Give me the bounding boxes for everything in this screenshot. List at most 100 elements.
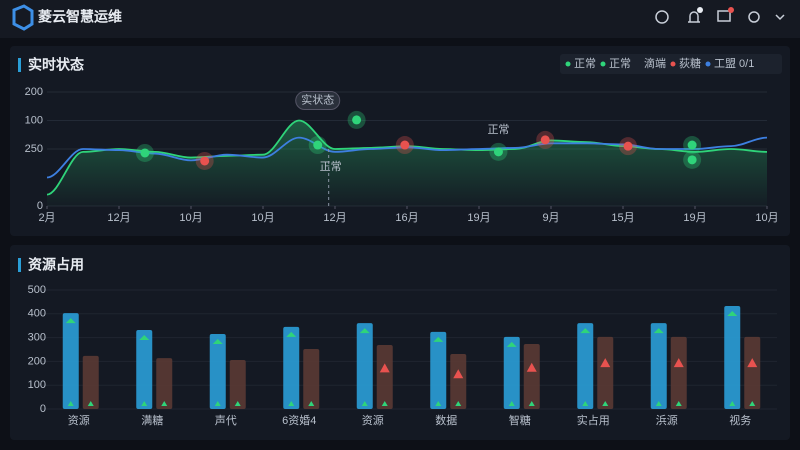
marker: [653, 328, 664, 334]
marker: [234, 401, 241, 406]
point: [687, 155, 697, 165]
bar: [303, 349, 320, 409]
legend-label: 正常: [609, 57, 631, 70]
marker: [361, 401, 368, 406]
bell-icon[interactable]: [688, 11, 700, 23]
marker: [455, 401, 462, 406]
title-accent: [18, 58, 21, 72]
marker: [139, 334, 150, 340]
marker: [433, 336, 444, 342]
x-tick-label: 16月: [395, 212, 418, 224]
legend-swatch: [565, 61, 571, 67]
point: [540, 135, 550, 145]
x-tick-label: 资源: [68, 413, 90, 427]
badge: [728, 7, 734, 13]
x-tick-label: 视务: [729, 413, 751, 427]
marker: [286, 331, 297, 337]
settings-icon[interactable]: [748, 11, 760, 23]
bar: [283, 326, 300, 409]
dropdown-icon[interactable]: [775, 14, 785, 21]
bar: [209, 334, 226, 409]
bar: [450, 354, 467, 409]
legend-label: 荻糖: [679, 56, 701, 70]
bar: [503, 336, 520, 409]
bar: [156, 358, 173, 409]
y-tick-label: 250: [25, 143, 43, 155]
point: [493, 147, 503, 157]
x-tick-label: 资源: [362, 413, 384, 427]
marker: [655, 401, 662, 406]
marker: [747, 358, 758, 368]
bar: [523, 344, 540, 409]
x-tick-label: 10月: [755, 212, 778, 224]
y-tick-label: 100: [25, 114, 43, 126]
marker: [675, 401, 682, 406]
marker: [526, 362, 537, 372]
legend-label: 滴端: [644, 56, 666, 70]
bar: [136, 329, 153, 409]
x-tick-label: 19月: [683, 212, 706, 224]
title-accent: [18, 258, 21, 272]
point: [140, 148, 150, 158]
marker: [214, 401, 221, 406]
x-tick-label: 满糖: [141, 413, 163, 427]
y-tick-label: 200: [25, 86, 43, 98]
marker: [288, 401, 295, 406]
bar: [650, 323, 667, 409]
legend-label: 正常: [574, 57, 596, 70]
marker: [453, 369, 464, 379]
panel-title: 资源占用: [28, 257, 84, 273]
marker: [141, 401, 148, 406]
panel: [10, 245, 790, 440]
x-tick-label: 实占用: [577, 413, 610, 427]
marker: [212, 339, 223, 345]
marker: [308, 401, 315, 406]
monitor-icon[interactable]: [717, 10, 731, 22]
x-tick-label: 15月: [611, 212, 634, 224]
marker: [528, 401, 535, 406]
bar: [724, 305, 741, 409]
bar: [577, 323, 594, 409]
y-tick-label: 100: [28, 379, 46, 391]
x-tick-label: 12月: [107, 212, 130, 224]
y-tick-label: 200: [28, 355, 46, 367]
x-tick-label: 浜源: [656, 413, 678, 427]
y-tick-label: 300: [28, 332, 46, 344]
marker: [600, 358, 611, 368]
point: [400, 140, 410, 150]
logo: [12, 4, 34, 31]
marker: [602, 401, 609, 406]
legend-swatch: [600, 61, 606, 67]
marker: [67, 401, 74, 406]
legend-swatch: [670, 61, 676, 67]
y-tick-label: 0: [40, 403, 46, 415]
marker: [673, 358, 684, 368]
header-bar: [0, 0, 800, 38]
bar: [376, 344, 393, 409]
point: [687, 140, 697, 150]
marker: [729, 401, 736, 406]
marker: [506, 341, 517, 347]
x-tick-label: 9月: [542, 212, 559, 224]
marker: [161, 401, 168, 406]
annotation: 正常: [320, 160, 342, 173]
bar: [744, 336, 761, 409]
legend-label: 工盟 0/1: [714, 57, 754, 70]
point: [313, 140, 323, 150]
x-tick-label: 数据: [435, 413, 457, 427]
point: [352, 115, 362, 125]
marker: [727, 310, 738, 316]
clock-icon[interactable]: [655, 10, 669, 24]
point: [200, 156, 210, 166]
x-tick-label: 12月: [323, 212, 346, 224]
bar: [62, 313, 79, 409]
area: [47, 120, 767, 206]
x-tick-label: 10月: [179, 212, 202, 224]
bar: [229, 359, 246, 409]
point: [623, 141, 633, 151]
annotation: 正常: [487, 123, 509, 136]
marker: [580, 328, 591, 334]
tooltip: [295, 91, 341, 111]
x-tick-label: 声代: [215, 413, 237, 427]
